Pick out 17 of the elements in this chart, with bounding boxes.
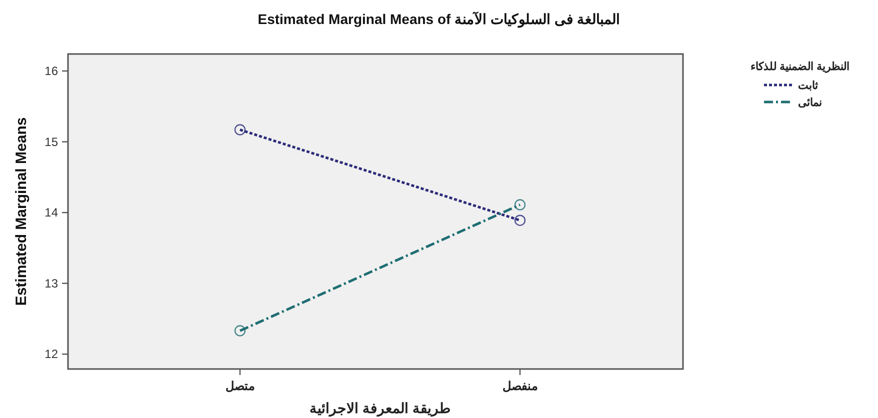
y-tick-label: 16 [44,64,58,78]
point [234,124,246,136]
chart-title: Estimated Marginal Means of المبالغة فى السلوكيات الآمنة [258,11,620,28]
point [514,199,526,210]
x-tick-label: متصل [226,379,254,393]
y-tick-label: 12 [44,347,58,362]
y-tick-label: 13 [44,276,58,290]
point [234,325,246,336]
y-tick-label: 14 [44,206,58,220]
legend-label: ثابت [798,80,818,92]
x-tick-label: منفصل [502,379,538,393]
y-axis-title: Estimated Marginal Means [13,117,30,306]
x-axis-title: طريقة المعرفة الاجرائية [310,400,450,417]
legend-title: النظرية الضمنية للذكاء [750,61,850,73]
y-tick-label: 15 [44,134,58,149]
point [514,214,526,226]
legend-label: نمائى [798,97,822,109]
